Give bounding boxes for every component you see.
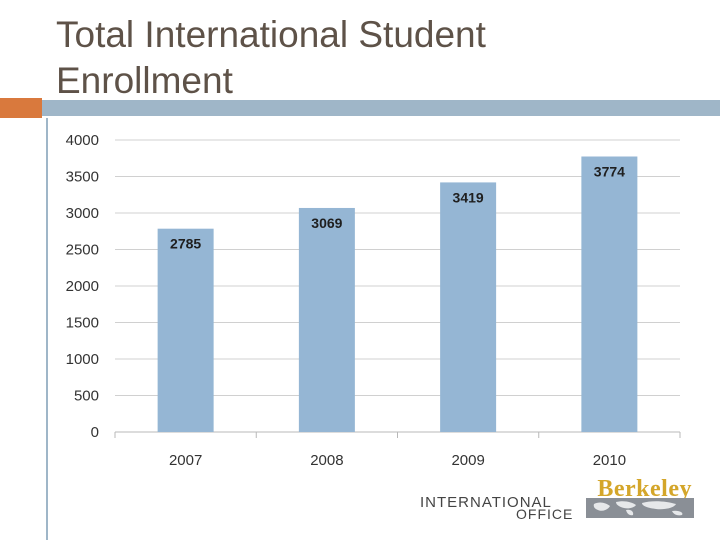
y-tick-label: 3000 <box>66 205 99 222</box>
y-tick-label: 2500 <box>66 242 99 259</box>
data-label: 2785 <box>170 236 201 252</box>
x-tick-label: 2008 <box>310 452 343 469</box>
world-map-icon <box>586 498 694 518</box>
title-accent-square <box>0 98 42 118</box>
data-label: 3774 <box>594 163 625 179</box>
y-tick-label: 0 <box>91 424 99 441</box>
bar <box>298 207 355 432</box>
x-tick-label: 2010 <box>593 452 626 469</box>
logo-line-office: OFFICE <box>516 506 574 522</box>
side-rule <box>46 118 48 540</box>
x-tick-label: 2007 <box>169 452 202 469</box>
data-label: 3069 <box>311 215 342 231</box>
slide-title: Total International Student Enrollment <box>56 14 486 101</box>
y-tick-label: 4000 <box>66 132 99 149</box>
bar <box>157 228 214 432</box>
logo-line-international: INTERNATIONAL <box>420 494 552 511</box>
y-tick-label: 500 <box>74 388 99 405</box>
bar <box>581 156 638 433</box>
title-rule <box>42 100 720 116</box>
x-tick-label: 2009 <box>451 452 484 469</box>
data-label: 3419 <box>453 189 484 205</box>
y-tick-label: 1500 <box>66 315 99 332</box>
y-tick-label: 1000 <box>66 351 99 368</box>
berkeley-international-office-logo: Berkeley INTERNATIONAL OFFICE <box>420 476 696 522</box>
y-tick-label: 3500 <box>66 169 99 186</box>
bar <box>440 182 497 432</box>
logo-brand-text: Berkeley <box>597 476 692 502</box>
y-tick-label: 2000 <box>66 278 99 295</box>
